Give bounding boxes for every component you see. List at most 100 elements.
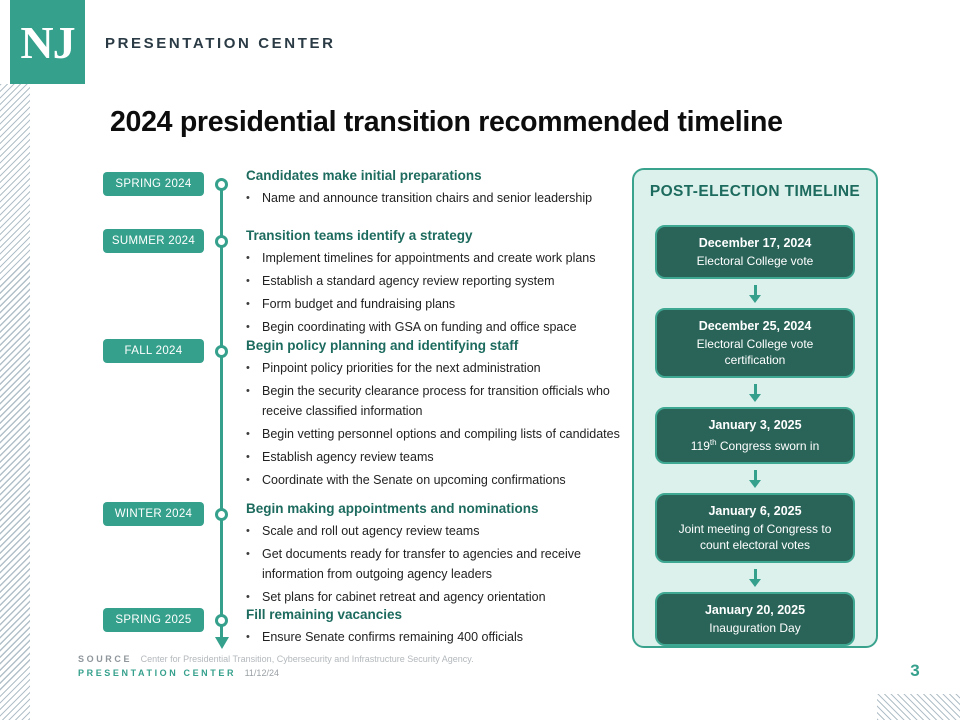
season-label: SPRING 2025 (103, 608, 204, 632)
event-description: Inauguration Day (709, 621, 801, 635)
event-description: 119th Congress sworn in (690, 438, 820, 453)
section-heading: Candidates make initial preparations (246, 168, 482, 183)
brand-header: PRESENTATION CENTER (105, 35, 336, 52)
event-date: December 17, 2024 (698, 236, 812, 250)
bullet-text: Begin the security clearance process for… (262, 384, 610, 418)
bullet-text: Begin coordinating with GSA on funding a… (262, 320, 577, 334)
bullet-text: Ensure Senate confirms remaining 400 off… (262, 630, 524, 644)
bullet-dot-icon: • (246, 275, 250, 287)
bullet-item: • Establish agency review teams (246, 447, 638, 467)
timeline-section: Fill remaining vacancies • Ensure Senate c… (246, 606, 638, 650)
event-flow: December 17, 2024 Electoral College vote D… (634, 201, 876, 646)
footer-date: 11/12/24 (244, 668, 279, 678)
bullet-text: Establish a standard agency review repor… (262, 274, 555, 288)
nj-logo-text: NJ (20, 16, 75, 68)
bullet-dot-icon: • (246, 298, 250, 310)
bullet-text: Name and announce transition chairs and … (262, 191, 593, 205)
post-election-title: POST-ELECTION TIMELINE (649, 183, 861, 200)
down-arrow-icon (749, 384, 761, 402)
bullet-item: • Pinpoint policy priorities for the next… (246, 358, 638, 378)
event-date: December 25, 2024 (698, 319, 812, 333)
source-text: Center for Presidential Transition, Cybe… (140, 654, 474, 664)
event-card: December 25, 2024 Electoral College vote … (655, 308, 855, 378)
timeline-node-icon (215, 344, 228, 358)
event-card: January 20, 2025 Inauguration Day (655, 592, 855, 646)
nj-logo: NJ (10, 0, 85, 84)
bullet-item: • Coordinate with the Senate on upcoming … (246, 470, 638, 490)
timeline-node-icon (215, 613, 228, 627)
bullet-item: • Begin the security clearance process fo… (246, 381, 638, 421)
bullet-list: • Name and announce transition chairs and… (246, 188, 638, 208)
timeline-arrowhead-icon (214, 637, 229, 649)
timeline-section: Transition teams identify a strategy • Imp… (246, 227, 638, 340)
bullet-item: • Ensure Senate confirms remaining 400 of… (246, 627, 638, 647)
footer-brand-line: PRESENTATION CENTER 11/12/24 (78, 668, 279, 678)
timeline-section: Candidates make initial preparations • Nam… (246, 167, 638, 211)
timeline-spine (220, 180, 223, 638)
bullet-item: • Implement timelines for appointments an… (246, 248, 638, 268)
bullet-dot-icon: • (246, 252, 250, 264)
bullet-dot-icon: • (246, 525, 250, 537)
down-arrow-icon (749, 569, 761, 587)
left-stripe-decoration (0, 84, 30, 720)
bullet-dot-icon: • (246, 631, 250, 643)
bullet-dot-icon: • (246, 451, 250, 463)
section-heading: Begin policy planning and identifying st… (246, 338, 519, 353)
bullet-text: Set plans for cabinet retreat and agency… (262, 590, 546, 604)
section-heading: Begin making appointments and nomination… (246, 501, 539, 516)
timeline-node-icon (215, 507, 228, 521)
timeline-section: Begin policy planning and identifying st… (246, 337, 638, 493)
event-description: Electoral College vote certification (696, 337, 814, 367)
bullet-dot-icon: • (246, 591, 250, 603)
bullet-text: Establish agency review teams (262, 450, 434, 464)
bullet-item: • Begin coordinating with GSA on funding … (246, 317, 638, 337)
bullet-text: Form budget and fundraising plans (262, 297, 456, 311)
bullet-dot-icon: • (246, 192, 250, 204)
bullet-item: • Establish a standard agency review repo… (246, 271, 638, 291)
bullet-item: • Name and announce transition chairs and… (246, 188, 638, 208)
footer-source-line: SOURCE Center for Presidential Transitio… (78, 654, 474, 664)
down-arrow-icon (749, 285, 761, 303)
bullet-item: • Get documents ready for transfer to age… (246, 544, 638, 584)
event-card: December 17, 2024 Electoral College vote (655, 225, 855, 279)
bullet-list: • Pinpoint policy priorities for the next… (246, 358, 638, 490)
event-date: January 20, 2025 (704, 603, 806, 617)
bullet-dot-icon: • (246, 362, 250, 374)
bullet-dot-icon: • (246, 321, 250, 333)
down-arrow-icon (749, 470, 761, 488)
event-description: Electoral College vote (696, 254, 814, 268)
bullet-text: Coordinate with the Senate on upcoming c… (262, 473, 566, 487)
bullet-text: Begin vetting personnel options and comp… (262, 427, 620, 441)
bullet-dot-icon: • (246, 548, 250, 560)
bullet-text: Implement timelines for appointments and… (262, 251, 596, 265)
section-heading: Transition teams identify a strategy (246, 228, 473, 243)
event-date: January 6, 2025 (708, 504, 802, 518)
timeline-node-icon (215, 234, 228, 248)
bullet-list: • Ensure Senate confirms remaining 400 of… (246, 627, 638, 647)
event-description: Joint meeting of Congress to count elect… (678, 522, 832, 552)
bullet-item: • Set plans for cabinet retreat and agenc… (246, 587, 638, 607)
page-number: 3 (910, 661, 920, 680)
section-heading: Fill remaining vacancies (246, 607, 403, 622)
footer-brand: PRESENTATION CENTER (78, 668, 237, 678)
bullet-text: Scale and roll out agency review teams (262, 524, 480, 538)
season-label: SUMMER 2024 (103, 229, 204, 253)
bottom-right-stripe-decoration (877, 694, 960, 720)
bullet-dot-icon: • (246, 385, 250, 397)
bullet-item: • Begin vetting personnel options and com… (246, 424, 638, 444)
event-date: January 3, 2025 (708, 418, 802, 432)
post-election-panel: POST-ELECTION TIMELINE December 17, 2024… (632, 168, 878, 648)
bullet-dot-icon: • (246, 474, 250, 486)
season-label: FALL 2024 (103, 339, 204, 363)
bullet-text: Get documents ready for transfer to agen… (262, 547, 581, 581)
event-card: January 3, 2025 119th Congress sworn in (655, 407, 855, 464)
source-label: SOURCE (78, 654, 133, 664)
timeline-section: Begin making appointments and nomination… (246, 500, 638, 610)
bullet-item: • Form budget and fundraising plans (246, 294, 638, 314)
season-label: SPRING 2024 (103, 172, 204, 196)
bullet-item: • Scale and roll out agency review teams (246, 521, 638, 541)
page-title: 2024 presidential transition recommended… (110, 106, 783, 138)
bullet-dot-icon: • (246, 428, 250, 440)
bullet-text: Pinpoint policy priorities for the next … (262, 361, 541, 375)
